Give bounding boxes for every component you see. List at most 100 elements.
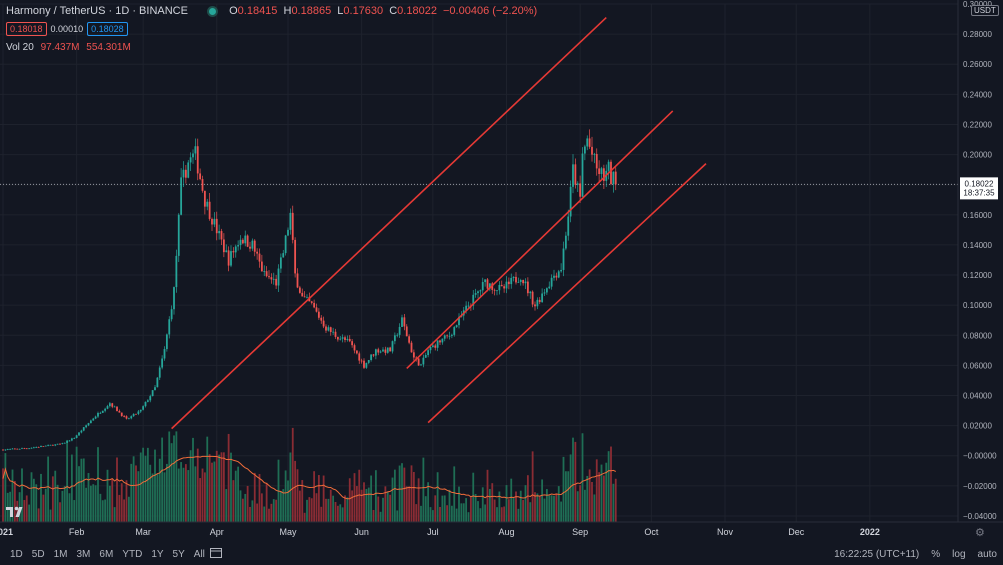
candle-body <box>317 311 320 318</box>
candle-body <box>189 157 192 163</box>
candle-body <box>522 279 525 284</box>
candle-body <box>512 276 515 278</box>
currency-label[interactable]: USDT <box>971 5 999 16</box>
candle-body <box>284 235 287 254</box>
candle-body <box>600 168 603 175</box>
candle-body <box>246 235 249 247</box>
volume-bar <box>213 461 216 522</box>
volume-bar <box>215 450 218 522</box>
volume-bar <box>422 457 425 522</box>
candle-body <box>301 292 304 297</box>
volume-bar <box>479 508 482 522</box>
volume-bar <box>496 507 498 522</box>
candle-body <box>431 345 434 347</box>
candle-body <box>68 440 71 442</box>
y-tick-label: −0.00000 <box>963 452 997 461</box>
calendar-goto-icon[interactable] <box>210 547 222 558</box>
candle-body <box>367 360 370 363</box>
volume-bar <box>510 478 513 522</box>
price-axis[interactable]: 0.30000 0.28000 0.26000 0.24000 0.22000 0.200… <box>957 0 997 522</box>
settings-gear-icon[interactable]: ⚙ <box>975 527 985 539</box>
range-button-5y[interactable]: 5Y <box>172 549 185 560</box>
volume-bar <box>543 498 546 522</box>
candle-body <box>336 336 339 340</box>
candle-body <box>562 248 565 270</box>
volume-bar <box>548 495 551 522</box>
candle-body <box>610 161 612 185</box>
volume-bar <box>244 493 247 522</box>
candle-body <box>593 153 596 155</box>
candle-body <box>500 284 503 287</box>
candle-body <box>351 341 354 346</box>
range-button-6m[interactable]: 6M <box>99 549 114 560</box>
legend-header: Harmony / TetherUS · 1D · BINANCE O0.184… <box>6 5 538 17</box>
range-button-all[interactable]: All <box>193 549 205 560</box>
y-tick-label: 0.04000 <box>963 392 992 401</box>
volume-bar <box>355 486 358 522</box>
range-button-5d[interactable]: 5D <box>31 549 45 560</box>
auto-scale-toggle[interactable]: auto <box>977 549 997 560</box>
sell-price-button[interactable]: 0.18018 <box>6 22 47 36</box>
volume-bar <box>270 503 273 522</box>
x-tick-label: Nov <box>717 527 734 537</box>
tradingview-logo-icon[interactable] <box>6 505 26 517</box>
volume-bar <box>234 470 237 522</box>
candle-body <box>192 153 194 158</box>
volume-bar <box>572 437 574 522</box>
volume-bar <box>51 476 54 522</box>
candlestick-series <box>2 129 617 451</box>
candle-body <box>177 214 180 256</box>
volume-bar <box>263 506 266 522</box>
channel-middle-line[interactable] <box>406 110 674 369</box>
volume-bar <box>474 494 477 522</box>
candle-body <box>310 301 313 303</box>
candle-body <box>358 353 361 361</box>
range-button-1m[interactable]: 1M <box>53 549 68 560</box>
percent-scale-toggle[interactable]: % <box>931 549 941 560</box>
range-button-1d[interactable]: 1D <box>10 549 23 560</box>
channel-lower-line[interactable] <box>427 163 707 424</box>
candle-body <box>560 269 563 272</box>
candle-body <box>474 293 477 295</box>
candle-body <box>353 345 356 351</box>
volume-bar <box>108 485 111 522</box>
volume-bar <box>106 469 109 522</box>
log-scale-toggle[interactable]: log <box>952 549 966 560</box>
range-button-1y[interactable]: 1Y <box>151 549 164 560</box>
volume-bar <box>405 486 408 522</box>
clock-time[interactable]: 16:22:25 (UTC+11) <box>834 549 920 560</box>
volume-bar <box>161 437 164 522</box>
buy-price-button[interactable]: 0.18028 <box>87 22 128 36</box>
candle-body <box>87 423 90 426</box>
volume-legend[interactable]: Vol 20 97.437M 554.301M <box>6 42 131 53</box>
candle-body <box>441 338 444 343</box>
volume-bar <box>460 503 463 522</box>
trend-channel[interactable] <box>171 16 707 430</box>
volume-bar <box>249 506 251 522</box>
candle-body <box>85 425 88 428</box>
volume-bar <box>341 507 344 522</box>
volume-bar <box>534 492 536 522</box>
bid-ask-row: 0.18018 0.00010 0.18028 <box>6 22 128 36</box>
range-button-3m[interactable]: 3M <box>76 549 91 560</box>
candle-body <box>230 251 232 266</box>
time-axis[interactable]: 2021 Feb Mar Apr May Jun Jul Aug Sep Oct Nov Dec 202… <box>0 521 1003 537</box>
market-status-icon[interactable] <box>207 5 219 17</box>
candle-body <box>557 271 560 278</box>
candle-body <box>125 416 128 419</box>
volume-bar <box>515 491 517 522</box>
volume-bar <box>481 487 484 522</box>
candle-body <box>21 448 23 450</box>
volume-bar <box>85 487 88 522</box>
range-button-ytd[interactable]: YTD <box>122 549 143 560</box>
candle-body <box>97 412 99 417</box>
volume-bar <box>42 494 45 522</box>
volume-bar <box>472 472 475 522</box>
channel-upper-line[interactable] <box>171 16 607 430</box>
volume-bar <box>137 471 140 522</box>
volume-bar <box>16 500 19 522</box>
volume-bar <box>158 458 161 522</box>
symbol-title[interactable]: Harmony / TetherUS · 1D · BINANCE <box>6 5 188 17</box>
volume-bar <box>320 506 323 522</box>
